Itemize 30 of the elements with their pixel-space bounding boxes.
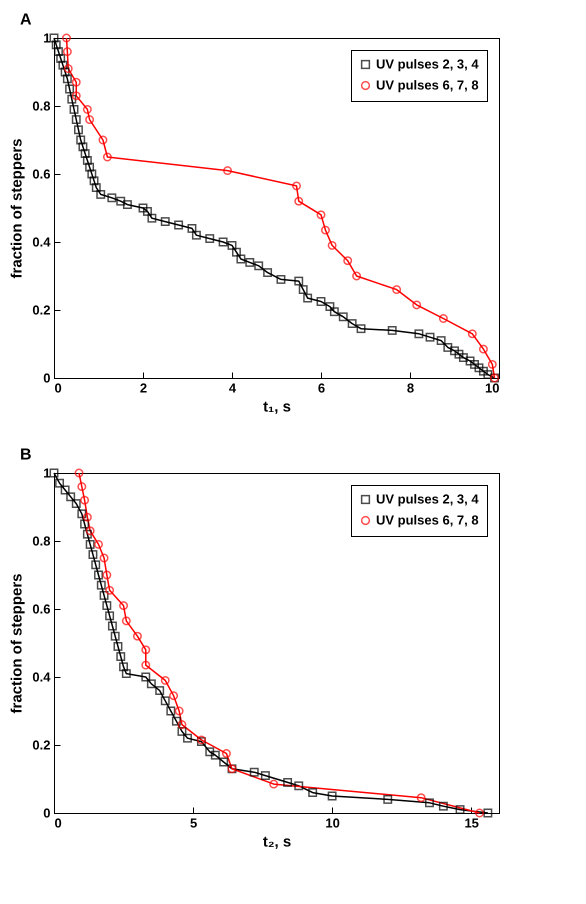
x-tick-label: 2	[140, 380, 148, 396]
y-tick-label: 0.8	[32, 98, 50, 114]
chart-title: A	[20, 11, 32, 28]
x-tick-label: 10	[325, 816, 340, 830]
legend-label: UV pulses 2, 3, 4	[376, 492, 480, 506]
x-tick-label: 15	[464, 816, 479, 830]
y-tick-label: 0	[43, 370, 50, 386]
chart-title: B	[20, 446, 32, 464]
legend-label: UV pulses 2, 3, 4	[376, 56, 480, 72]
x-axis-title: t₁, s	[263, 398, 291, 416]
y-tick-label: 0.6	[32, 166, 50, 182]
y-axis-title: fraction of steppers	[8, 573, 26, 714]
y-tick-label: 0.6	[32, 602, 50, 616]
y-axis-title: fraction of steppers	[8, 138, 26, 279]
x-tick-label: 5	[190, 816, 198, 830]
y-tick-label: 0	[43, 806, 50, 820]
y-tick-label: 0.4	[32, 234, 52, 250]
legend-label: UV pulses 6, 7, 8	[376, 78, 479, 92]
x-axis-title: t₂, s	[262, 834, 292, 850]
y-tick-label: 0.2	[32, 738, 50, 752]
y-tick-label: 0.8	[32, 534, 50, 548]
y-tick-label: 0.2	[32, 302, 50, 318]
x-tick-label: 10	[485, 380, 500, 396]
x-tick-label: 4	[228, 380, 237, 396]
x-tick-label: 8	[406, 380, 414, 396]
x-tick-label: 0	[54, 816, 62, 830]
y-tick-label: 0.4	[32, 670, 52, 684]
x-tick-label: 6	[318, 380, 326, 396]
legend-label: UV pulses 6, 7, 8	[376, 512, 479, 528]
x-tick-label: 0	[54, 380, 62, 396]
